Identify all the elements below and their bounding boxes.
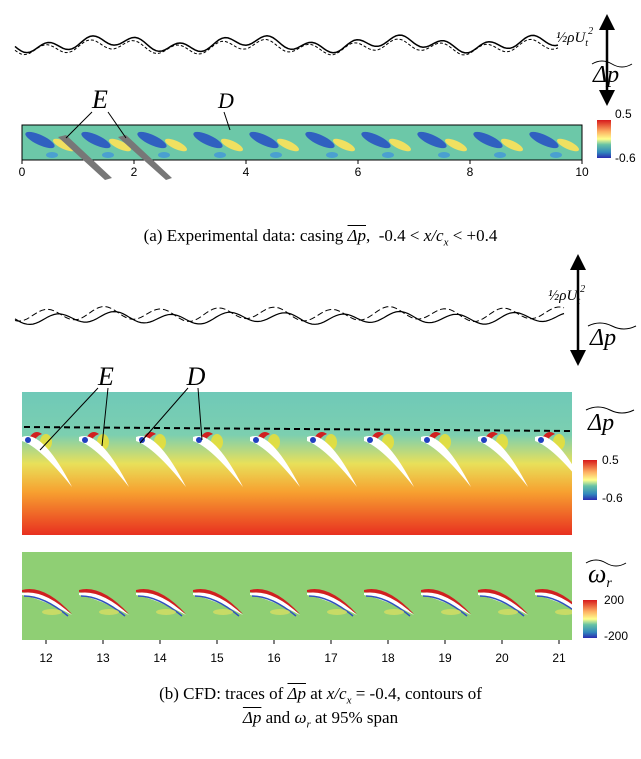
tick-label: 21 <box>552 651 566 665</box>
axis: 12 13 14 15 16 17 18 19 20 21 <box>39 640 566 665</box>
tick-label: 13 <box>96 651 110 665</box>
tick-label: 16 <box>267 651 281 665</box>
tick-label: 17 <box>324 651 338 665</box>
symbol: Δp <box>587 410 614 436</box>
colorbar-max: 0.5 <box>615 107 632 121</box>
tilde <box>591 60 633 68</box>
trace-solid <box>14 310 565 326</box>
vorticity-symbol: ωr <box>588 559 612 591</box>
tick-label: 20 <box>495 651 509 665</box>
tick-label: 19 <box>438 651 452 665</box>
marker-arrows <box>39 387 203 451</box>
tick-label: 8 <box>467 165 474 179</box>
marker-d: D <box>186 362 206 391</box>
symbol: Δp <box>592 62 619 88</box>
tick-label: 15 <box>210 651 224 665</box>
caption-b-1: (b) CFD: traces of Δp at x/cx = -0.4, co… <box>159 684 482 707</box>
caption-a: (a) Experimental data: casing Δp, -0.4 <… <box>143 226 498 249</box>
trace-dashed <box>14 306 565 323</box>
tick-label: 18 <box>381 651 395 665</box>
exp-contour <box>21 124 583 161</box>
tick-label: 14 <box>153 651 167 665</box>
tick-label: 0 <box>19 165 26 179</box>
blades <box>58 135 172 180</box>
colorbar <box>583 600 597 638</box>
vorticity-blades <box>22 552 572 640</box>
tilde <box>585 406 635 414</box>
colorbar <box>583 460 597 500</box>
colorbar-min: -0.6 <box>615 151 636 165</box>
scale-label: ½ρUt2 <box>556 26 593 49</box>
cfd-blades <box>22 392 572 535</box>
marker-d: D <box>217 88 234 113</box>
colorbar <box>597 120 611 158</box>
tick-label: 10 <box>575 165 589 179</box>
tick-label: 2 <box>131 165 138 179</box>
marker-e: E <box>91 85 108 114</box>
symbol: Δp <box>589 325 616 351</box>
colorbar-min: -200 <box>604 629 628 643</box>
scale-label: ½ρUt2 <box>548 284 585 307</box>
tick-label: 4 <box>243 165 250 179</box>
tilde <box>587 322 637 330</box>
trace-solid <box>14 34 559 54</box>
tilde <box>585 559 627 567</box>
marker-arrows <box>65 111 231 139</box>
colorbar-max: 200 <box>604 593 624 607</box>
caption-b-2: Δp and ωr at 95% span <box>242 708 399 731</box>
trace-dashed <box>14 38 559 56</box>
marker-e: E <box>97 362 114 391</box>
tick-label: 6 <box>355 165 362 179</box>
colorbar-min: -0.6 <box>602 491 623 505</box>
tick-label: 12 <box>39 651 53 665</box>
colorbar-max: 0.5 <box>602 453 619 467</box>
probe-line <box>23 426 573 432</box>
axis: 0 2 4 6 8 10 <box>19 160 589 179</box>
